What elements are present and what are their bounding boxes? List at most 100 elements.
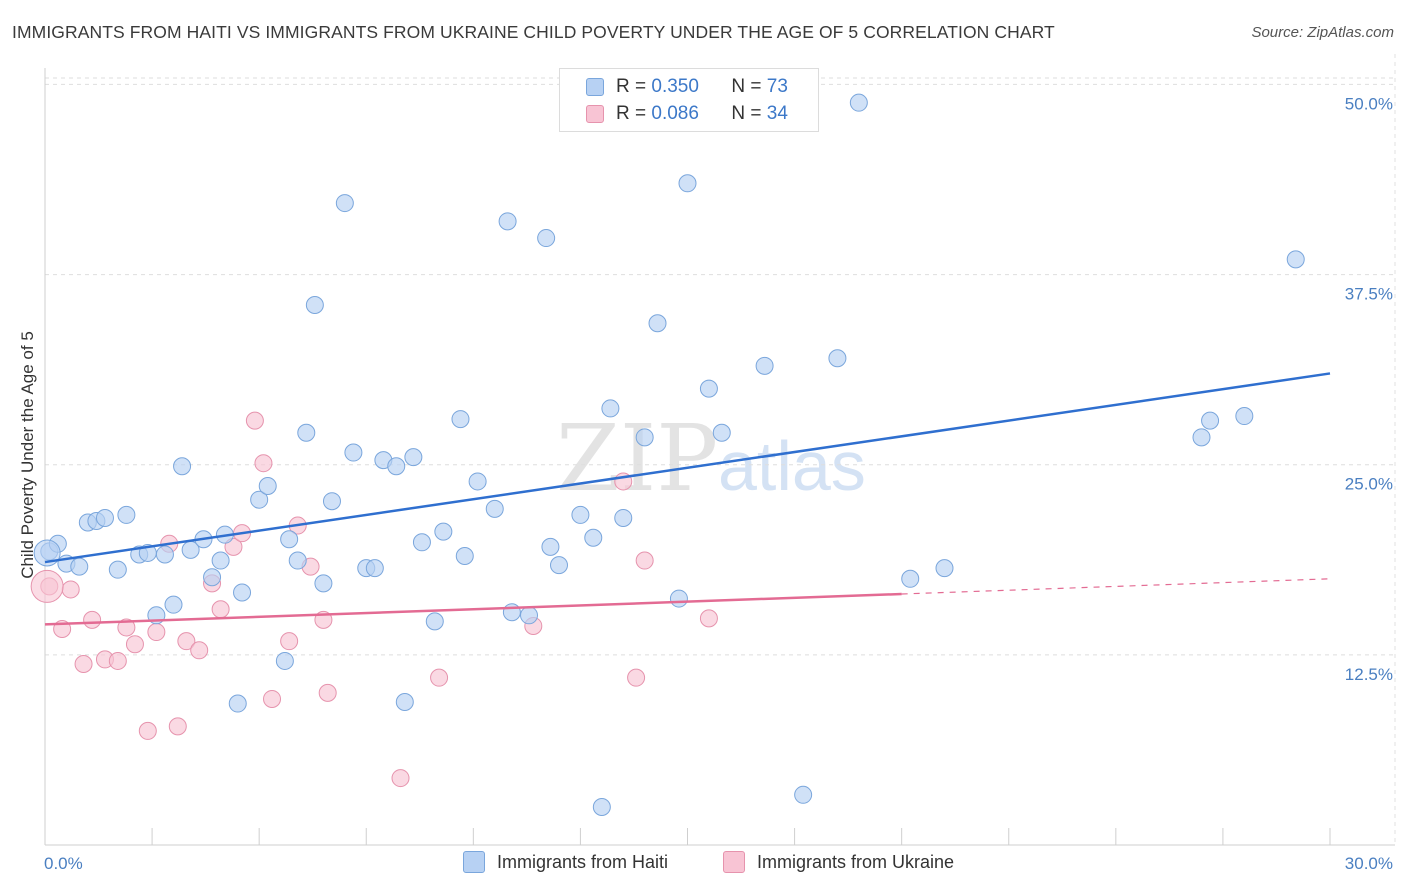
haiti-point xyxy=(669,589,688,608)
legend-haiti-r: 0.350 xyxy=(651,76,699,97)
haiti-point xyxy=(592,797,611,816)
haiti-point xyxy=(275,651,294,670)
y-tick-label: 50.0% xyxy=(1345,94,1393,113)
ukraine-series xyxy=(30,411,718,788)
ukraine-point xyxy=(391,769,410,788)
haiti-point xyxy=(250,490,269,509)
y-tick-label: 37.5% xyxy=(1345,285,1393,304)
haiti-point xyxy=(305,295,324,314)
haiti-point-large xyxy=(33,539,61,567)
haiti-point xyxy=(211,551,230,570)
haiti-trend-line xyxy=(44,372,1331,564)
haiti-point xyxy=(601,399,620,418)
haiti-point xyxy=(233,583,252,602)
y-tick-label: 12.5% xyxy=(1345,665,1393,684)
haiti-point xyxy=(584,528,603,547)
haiti-point xyxy=(344,443,363,462)
haiti-point xyxy=(288,551,307,570)
ukraine-point xyxy=(125,635,144,654)
haiti-point xyxy=(297,423,316,442)
tick-labels: 12.5% 25.0% 37.5% 50.0% 0.0% 30.0% xyxy=(44,94,1393,873)
ukraine-point xyxy=(74,654,93,673)
haiti-point xyxy=(935,559,954,578)
haiti-point xyxy=(485,499,504,518)
haiti-point xyxy=(203,568,222,587)
haiti-point xyxy=(117,505,136,524)
legend-ukraine-r: 0.086 xyxy=(651,103,699,124)
haiti-point xyxy=(1192,428,1211,447)
haiti-point xyxy=(849,93,868,112)
haiti-point xyxy=(258,477,277,496)
ukraine-point xyxy=(108,651,127,670)
haiti-point xyxy=(335,194,354,213)
haiti-point xyxy=(901,569,920,588)
haiti-point xyxy=(95,508,114,527)
ukraine-point-large xyxy=(30,569,64,603)
haiti-point xyxy=(1286,250,1305,269)
haiti-point xyxy=(155,545,174,564)
stats-legend: R = 0.350 N = 73 R = 0.086 N = 34 xyxy=(559,68,819,132)
watermark: ZIP atlas xyxy=(556,405,866,512)
legend-swatch-haiti xyxy=(586,78,604,96)
haiti-point xyxy=(387,457,406,476)
haiti-point xyxy=(571,505,590,524)
haiti-point xyxy=(455,546,474,565)
haiti-point xyxy=(412,533,431,552)
haiti-point xyxy=(550,556,568,575)
haiti-point xyxy=(322,492,341,511)
x-tick-label: 30.0% xyxy=(1345,854,1393,873)
haiti-point xyxy=(404,448,423,467)
haiti-point xyxy=(434,522,453,541)
haiti-point xyxy=(520,606,539,625)
trend-lines xyxy=(44,372,1331,626)
ukraine-point xyxy=(318,683,337,702)
watermark-atlas: atlas xyxy=(718,427,866,505)
haiti-point xyxy=(395,693,414,712)
legend-r-label: R = xyxy=(616,103,647,124)
haiti-point xyxy=(712,423,731,442)
bottom-legend-swatch-haiti xyxy=(463,851,485,873)
ukraine-point xyxy=(211,600,230,619)
y-axis-label: Child Poverty Under the Age of 5 xyxy=(18,331,37,579)
ukraine-point xyxy=(635,551,654,570)
bottom-legend-label-ukraine: Immigrants from Ukraine xyxy=(757,851,955,872)
haiti-point xyxy=(164,595,183,614)
haiti-point xyxy=(1235,407,1254,426)
axes xyxy=(44,68,1395,846)
ukraine-point xyxy=(245,411,264,430)
ukraine-point xyxy=(430,668,449,687)
ukraine-point xyxy=(177,632,196,651)
legend-ukraine-n: 34 xyxy=(766,103,788,124)
haiti-point xyxy=(498,212,517,231)
legend-row-haiti: R = 0.350 N = 73 xyxy=(586,75,788,99)
haiti-point xyxy=(678,174,697,193)
bottom-legend-ukraine[interactable]: Immigrants from Ukraine xyxy=(723,851,954,873)
ukraine-point xyxy=(168,717,187,736)
ukraine-point xyxy=(224,537,243,556)
haiti-point xyxy=(648,314,667,333)
haiti-point xyxy=(635,428,654,447)
x-tick-label: 0.0% xyxy=(44,854,83,873)
haiti-point xyxy=(425,612,444,631)
ukraine-point xyxy=(190,641,209,660)
legend-n-label: N = xyxy=(731,103,762,124)
haiti-series xyxy=(33,93,1305,816)
watermark-zip: ZIP xyxy=(556,405,718,512)
ukraine-trend-line-dashed xyxy=(901,578,1331,595)
haiti-point xyxy=(468,472,487,491)
ukraine-point xyxy=(117,618,136,637)
ukraine-point xyxy=(699,609,718,628)
haiti-point xyxy=(1201,411,1220,430)
chart-title: IMMIGRANTS FROM HAITI VS IMMIGRANTS FROM… xyxy=(12,22,1055,42)
ukraine-point xyxy=(254,454,273,473)
legend-haiti-n: 73 xyxy=(766,76,788,97)
ukraine-trend-line xyxy=(44,592,902,626)
haiti-point xyxy=(699,379,718,398)
legend-swatch-ukraine xyxy=(586,105,604,123)
haiti-point xyxy=(794,785,813,804)
ukraine-point xyxy=(280,632,299,651)
bottom-legend-haiti[interactable]: Immigrants from Haiti xyxy=(463,851,668,873)
haiti-point xyxy=(228,694,247,713)
haiti-point xyxy=(70,557,89,576)
